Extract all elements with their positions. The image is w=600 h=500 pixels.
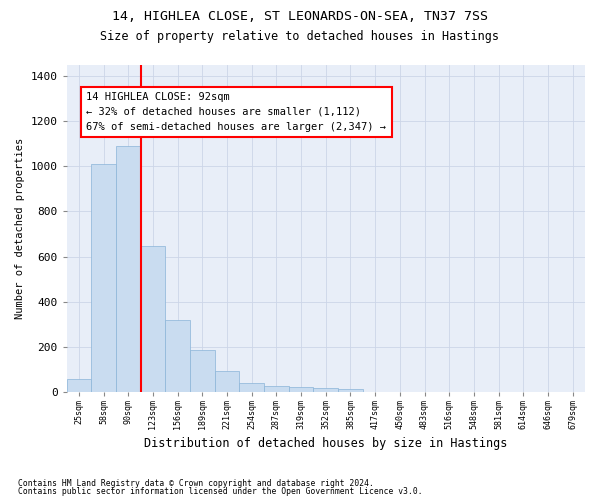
Text: Contains HM Land Registry data © Crown copyright and database right 2024.: Contains HM Land Registry data © Crown c… (18, 478, 374, 488)
Bar (264, 386, 289, 392)
Y-axis label: Number of detached properties: Number of detached properties (15, 138, 25, 319)
Bar (190, 350, 215, 392)
Text: 14, HIGHLEA CLOSE, ST LEONARDS-ON-SEA, TN37 7SS: 14, HIGHLEA CLOSE, ST LEONARDS-ON-SEA, T… (112, 10, 488, 23)
Bar (91, 164, 116, 392)
Bar (67, 380, 91, 392)
Bar (313, 388, 338, 392)
Text: 14 HIGHLEA CLOSE: 92sqm
← 32% of detached houses are smaller (1,112)
67% of semi: 14 HIGHLEA CLOSE: 92sqm ← 32% of detache… (86, 92, 386, 132)
Text: Size of property relative to detached houses in Hastings: Size of property relative to detached ho… (101, 30, 499, 43)
Bar (116, 146, 140, 392)
Bar (289, 387, 313, 392)
X-axis label: Distribution of detached houses by size in Hastings: Distribution of detached houses by size … (144, 437, 508, 450)
Text: Contains public sector information licensed under the Open Government Licence v3: Contains public sector information licen… (18, 487, 422, 496)
Bar (215, 372, 239, 392)
Bar (338, 390, 363, 392)
Bar (140, 246, 166, 392)
Bar (166, 320, 190, 392)
Bar (239, 382, 264, 392)
